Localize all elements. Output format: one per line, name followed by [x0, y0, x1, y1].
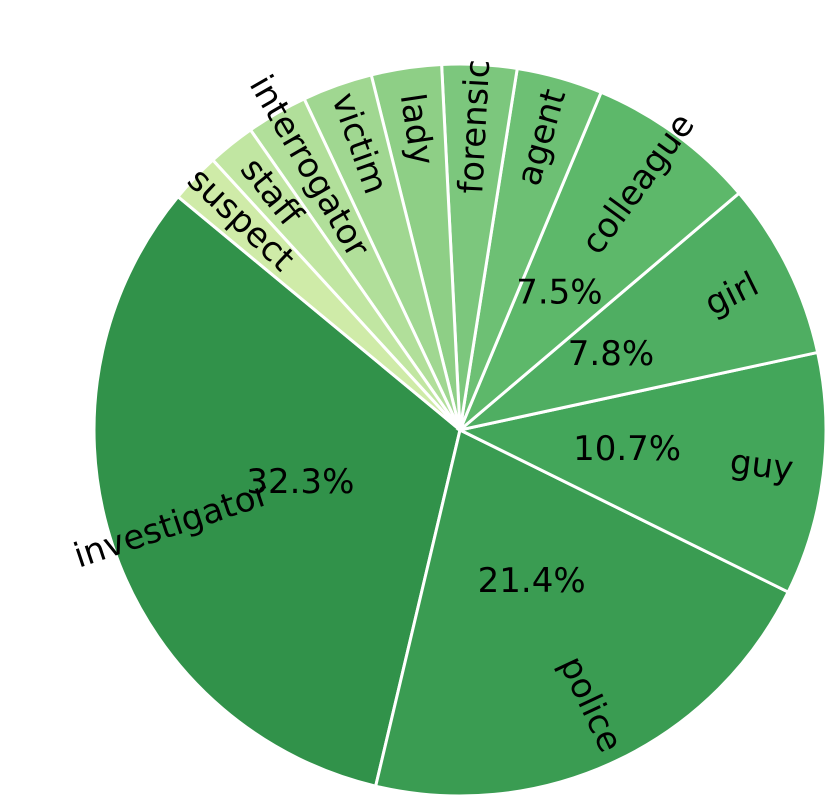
pie-slice [459, 191, 820, 432]
value-label: 7.5% [516, 273, 602, 313]
pie-slice [92, 194, 462, 788]
pie-slice [175, 157, 462, 432]
value-label: 32.3% [246, 462, 354, 502]
slice-label: guy [728, 442, 796, 489]
value-label: 21.4% [478, 561, 586, 601]
value-label: 7.8% [568, 334, 654, 374]
pie-slice [455, 350, 828, 595]
slice-label: forensic [451, 58, 498, 194]
pie-slice [458, 90, 742, 432]
pie-slice [373, 427, 791, 798]
value-label: 10.7% [573, 429, 681, 469]
